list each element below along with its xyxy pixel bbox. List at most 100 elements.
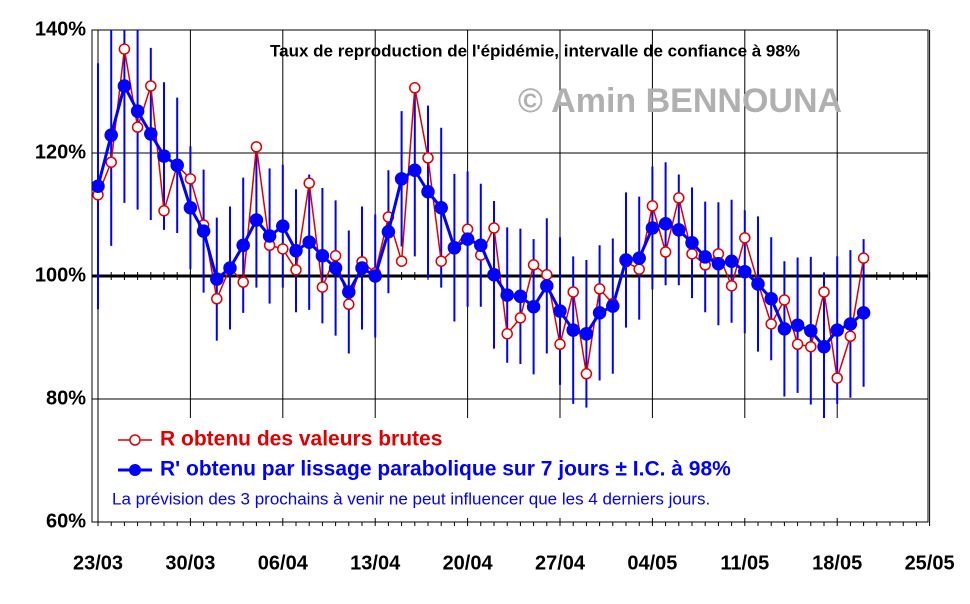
point — [302, 235, 316, 249]
point — [553, 304, 567, 318]
point — [355, 261, 369, 275]
point — [394, 172, 409, 186]
point — [435, 255, 447, 267]
point — [739, 232, 751, 244]
point — [92, 179, 105, 193]
legend-marker — [129, 464, 141, 476]
chart-title: Taux de reproduction de l'épidémie, inte… — [270, 41, 800, 60]
point — [236, 238, 250, 252]
point — [672, 223, 686, 237]
marks — [92, 30, 871, 421]
point — [381, 224, 396, 239]
point — [488, 222, 500, 234]
point — [514, 312, 527, 324]
point — [303, 177, 315, 189]
point — [541, 269, 553, 281]
point — [566, 323, 580, 337]
point — [315, 248, 330, 263]
point — [527, 259, 540, 271]
point — [409, 82, 421, 94]
point — [632, 251, 646, 265]
point — [316, 281, 329, 293]
point — [777, 322, 792, 336]
point — [277, 243, 289, 255]
point — [290, 264, 302, 276]
point — [117, 79, 132, 93]
point — [105, 156, 117, 168]
point — [131, 121, 144, 133]
point — [157, 149, 171, 163]
x-tick-label: 04/05 — [627, 552, 677, 574]
x-tick-label: 23/03 — [73, 552, 123, 574]
point — [343, 298, 355, 311]
point — [237, 276, 249, 288]
watermark: © Amin BENNOUNA — [518, 82, 842, 120]
legend-box — [100, 418, 920, 518]
point — [342, 285, 356, 299]
point — [764, 292, 778, 306]
point — [606, 299, 620, 313]
point — [738, 264, 752, 279]
point — [368, 269, 382, 283]
point — [145, 80, 157, 92]
point — [724, 254, 739, 268]
point — [328, 261, 343, 275]
point — [658, 216, 673, 231]
point — [817, 339, 831, 354]
point — [593, 283, 606, 295]
point — [765, 318, 777, 330]
point — [329, 249, 342, 262]
point — [434, 200, 448, 215]
point — [790, 318, 805, 332]
x-tick-label: 11/05 — [720, 552, 769, 574]
point — [567, 286, 579, 298]
point — [289, 244, 303, 258]
point — [144, 127, 158, 141]
point — [487, 268, 501, 282]
point — [184, 173, 197, 185]
point — [210, 272, 224, 286]
y-tick-label: 100% — [35, 264, 86, 286]
point — [540, 279, 554, 293]
overlay: Taux de reproduction de l'épidémie, inte… — [100, 41, 920, 518]
point — [711, 256, 726, 271]
x-tick-label: 18/05 — [812, 552, 862, 574]
x-tick-label: 13/04 — [350, 552, 401, 574]
point — [526, 300, 541, 314]
point — [619, 253, 633, 267]
x-tick-label: 30/03 — [165, 552, 215, 574]
point — [395, 255, 408, 267]
point — [422, 152, 434, 164]
point — [856, 306, 871, 320]
y-tick-label: 60% — [46, 510, 86, 532]
y-tick-label: 120% — [35, 141, 86, 163]
legend-label: R' obtenu par lissage parabolique sur 7 … — [160, 458, 731, 481]
point — [421, 184, 435, 199]
point — [843, 317, 858, 331]
point — [500, 288, 514, 302]
point — [831, 372, 843, 384]
x-tick-label: 20/04 — [443, 552, 494, 574]
point — [592, 306, 607, 320]
point — [725, 280, 738, 292]
point — [778, 294, 791, 306]
x-tick-label: 25/05 — [905, 552, 955, 574]
point — [791, 338, 804, 351]
point — [554, 338, 566, 351]
point — [805, 340, 817, 353]
point — [183, 200, 198, 215]
legend-marker — [129, 434, 141, 446]
point — [118, 43, 131, 55]
point — [751, 277, 765, 291]
point — [659, 246, 672, 258]
point — [580, 368, 593, 380]
point — [579, 327, 594, 341]
point — [857, 252, 870, 264]
point — [633, 263, 645, 275]
x-tick-label: 06/04 — [258, 552, 309, 574]
point — [170, 158, 184, 173]
point — [804, 323, 818, 338]
point — [830, 323, 844, 337]
point — [646, 200, 659, 212]
